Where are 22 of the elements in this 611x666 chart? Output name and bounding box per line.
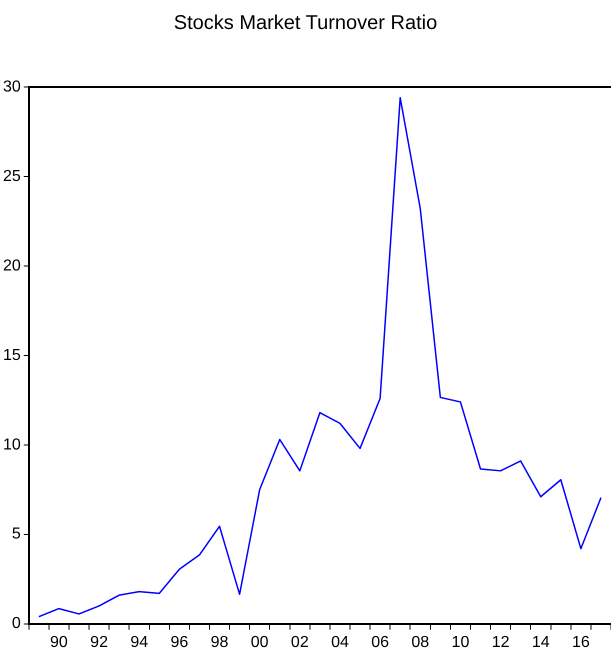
y-tick-label: 0 [12, 615, 21, 632]
x-tick-label: 14 [532, 634, 550, 651]
x-tick-label: 10 [452, 634, 470, 651]
x-tick-label: 16 [572, 634, 590, 651]
x-tick-label: 08 [411, 634, 430, 651]
x-tick-label: 92 [90, 634, 108, 651]
chart-title: Stocks Market Turnover Ratio [172, 12, 438, 35]
x-tick-label: 90 [50, 634, 68, 651]
y-tick-label: 15 [3, 346, 21, 364]
x-tick-label: 12 [492, 634, 510, 651]
y-tick-label: 10 [3, 436, 21, 454]
x-tick-label: 04 [331, 634, 349, 651]
y-tick-label: 20 [3, 257, 21, 274]
x-tick-label: 96 [170, 634, 188, 651]
y-tick-label: 25 [3, 168, 21, 185]
x-tick-label: 06 [371, 634, 390, 651]
y-tick-label: 5 [12, 526, 21, 543]
x-tick-label: 02 [290, 634, 309, 651]
x-tick-label: 00 [250, 634, 269, 651]
x-tick-label: 94 [130, 634, 148, 651]
x-tick-label: 98 [210, 634, 229, 651]
y-tick-label: 30 [3, 78, 21, 96]
